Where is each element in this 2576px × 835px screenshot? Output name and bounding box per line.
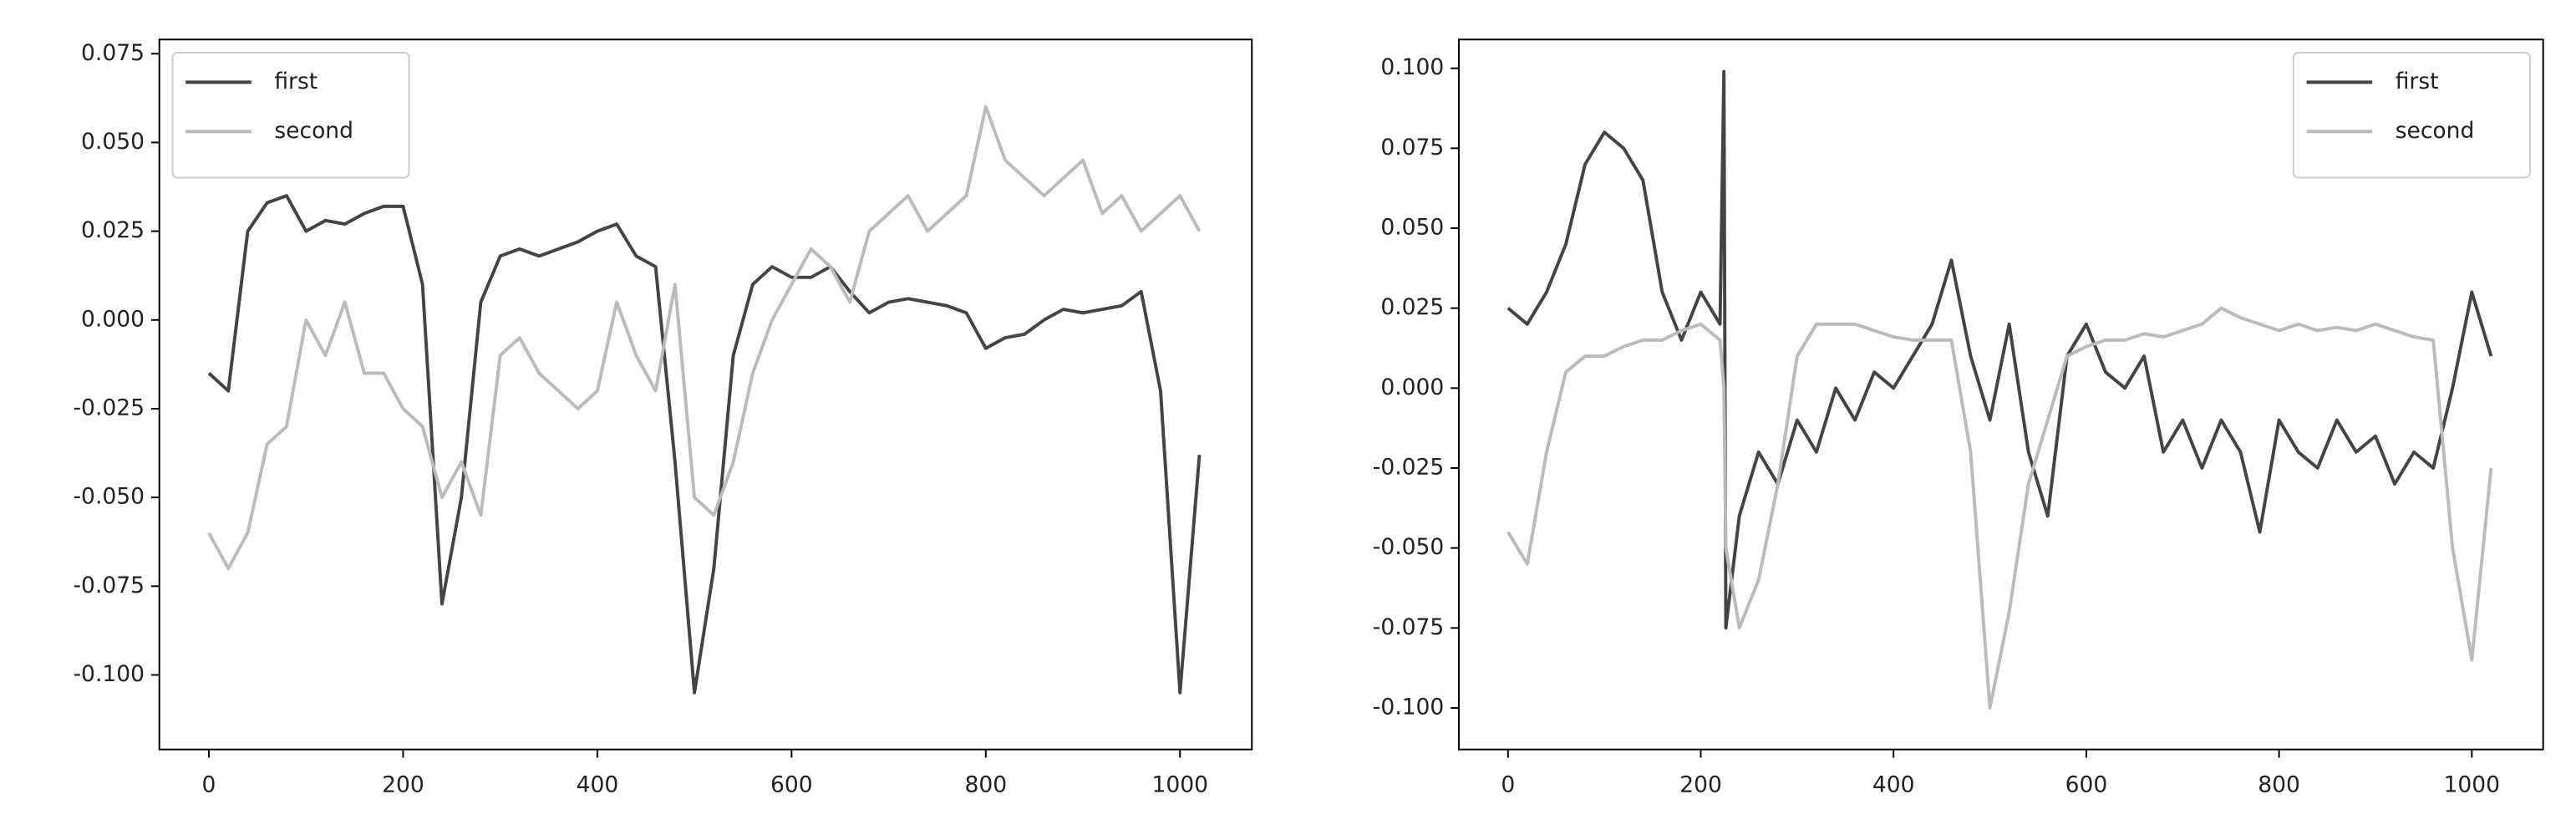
x-tick-label: 800 bbox=[2258, 771, 2300, 797]
y-tick-label: -0.100 bbox=[1373, 694, 1445, 720]
x-tick-label: 600 bbox=[2065, 771, 2108, 797]
x-tick-label: 200 bbox=[1679, 771, 1722, 797]
legend: first second bbox=[171, 52, 410, 179]
y-tick-label: 0.025 bbox=[81, 217, 145, 243]
chart: 0 200 400 600 800 1000 -0.100 -0.075 -0.050 -0.02… bbox=[73, 38, 1253, 797]
x-tick-label: 800 bbox=[964, 771, 1007, 797]
y-tick-label: 0.025 bbox=[1380, 294, 1444, 320]
y-tick-label: 0.075 bbox=[1380, 135, 1444, 160]
x-tick-label: 200 bbox=[382, 771, 424, 797]
y-tick-label: -0.050 bbox=[1373, 534, 1445, 560]
y-tick-label: -0.050 bbox=[73, 484, 145, 510]
y-tick-label: -0.025 bbox=[73, 395, 145, 420]
axes-frame bbox=[158, 38, 1253, 751]
x-tick-label: 600 bbox=[770, 771, 813, 797]
y-tick-label: -0.075 bbox=[1373, 614, 1445, 640]
line-series bbox=[207, 194, 1202, 695]
x-tick-label: 400 bbox=[577, 771, 619, 797]
y-tick-label: -0.100 bbox=[73, 661, 145, 687]
legend-label: first bbox=[274, 69, 318, 94]
plot-area bbox=[207, 105, 1202, 695]
legend-label: first bbox=[2396, 69, 2439, 94]
y-tick-label: 0.050 bbox=[81, 129, 145, 155]
line-series bbox=[207, 105, 1202, 571]
x-tick-label: 0 bbox=[1501, 771, 1515, 797]
y-tick-label: -0.075 bbox=[73, 573, 145, 598]
axes-frame bbox=[1458, 38, 2544, 751]
x-tick-label: 1000 bbox=[1151, 771, 1208, 797]
legend: first second bbox=[2292, 52, 2531, 179]
chart: 0 200 400 600 800 1000 -0.100 -0.075 -0.050 -0.02… bbox=[1373, 38, 2544, 797]
x-tick-label: 1000 bbox=[2444, 771, 2501, 797]
y-tick-label: -0.025 bbox=[1373, 454, 1445, 480]
x-tick-label: 0 bbox=[202, 771, 216, 797]
y-tick-label: 0.000 bbox=[81, 306, 145, 332]
y-tick-label: 0.000 bbox=[1380, 374, 1444, 400]
line-series bbox=[1506, 306, 2493, 710]
y-tick-label: 0.050 bbox=[1380, 215, 1444, 241]
y-tick-label: 0.075 bbox=[81, 40, 145, 66]
x-tick-label: 400 bbox=[1872, 771, 1915, 797]
y-tick-label: 0.100 bbox=[1380, 54, 1444, 80]
legend-label: second bbox=[2396, 118, 2475, 144]
plot-area bbox=[1506, 69, 2493, 710]
legend-label: second bbox=[274, 118, 353, 144]
